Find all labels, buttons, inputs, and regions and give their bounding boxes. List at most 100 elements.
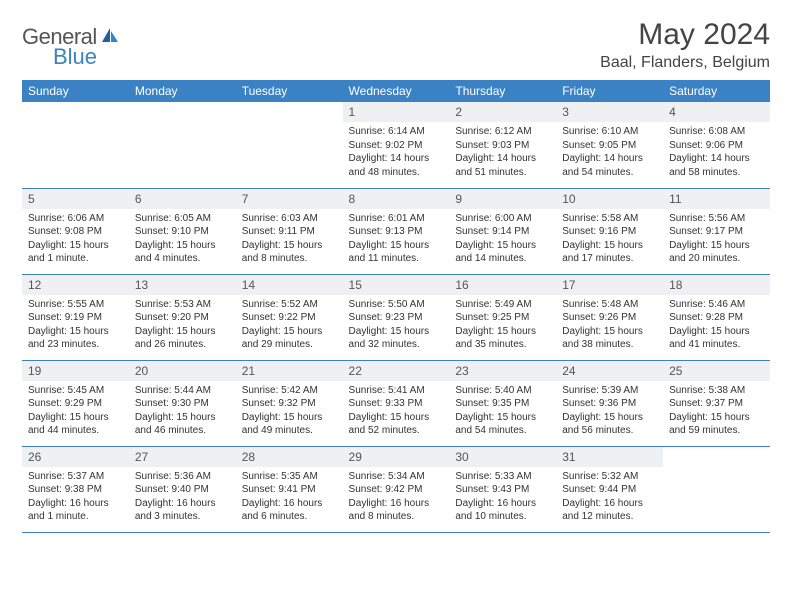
dow-tuesday: Tuesday (236, 80, 343, 102)
day-cell: 3Sunrise: 6:10 AMSunset: 9:05 PMDaylight… (556, 102, 663, 188)
day-number: 13 (129, 275, 236, 295)
day-number: 27 (129, 447, 236, 467)
day-number: 20 (129, 361, 236, 381)
sunrise-text: Sunrise: 6:12 AM (455, 125, 550, 139)
day-detail: Sunrise: 5:32 AMSunset: 9:44 PMDaylight:… (556, 467, 663, 530)
day-number: 14 (236, 275, 343, 295)
day-cell: 17Sunrise: 5:48 AMSunset: 9:26 PMDayligh… (556, 274, 663, 360)
day-number: 11 (663, 189, 770, 209)
day-detail: Sunrise: 6:03 AMSunset: 9:11 PMDaylight:… (236, 209, 343, 272)
sunrise-text: Sunrise: 5:34 AM (349, 470, 444, 484)
day-detail: Sunrise: 6:06 AMSunset: 9:08 PMDaylight:… (22, 209, 129, 272)
logo-text-2: Blue (53, 44, 97, 70)
daylight-text: Daylight: 15 hours and 29 minutes. (242, 325, 337, 352)
sunset-text: Sunset: 9:03 PM (455, 139, 550, 153)
sunset-text: Sunset: 9:28 PM (669, 311, 764, 325)
day-number: 17 (556, 275, 663, 295)
sunrise-text: Sunrise: 5:37 AM (28, 470, 123, 484)
calendar-week-row: 12Sunrise: 5:55 AMSunset: 9:19 PMDayligh… (22, 274, 770, 360)
sunset-text: Sunset: 9:13 PM (349, 225, 444, 239)
daylight-text: Daylight: 15 hours and 14 minutes. (455, 239, 550, 266)
daylight-text: Daylight: 15 hours and 11 minutes. (349, 239, 444, 266)
calendar-week-row: 5Sunrise: 6:06 AMSunset: 9:08 PMDaylight… (22, 188, 770, 274)
day-number: 23 (449, 361, 556, 381)
sunrise-text: Sunrise: 5:40 AM (455, 384, 550, 398)
daylight-text: Daylight: 15 hours and 1 minute. (28, 239, 123, 266)
daylight-text: Daylight: 14 hours and 48 minutes. (349, 152, 444, 179)
sunset-text: Sunset: 9:26 PM (562, 311, 657, 325)
calendar-body: 1Sunrise: 6:14 AMSunset: 9:02 PMDaylight… (22, 102, 770, 532)
day-cell: 22Sunrise: 5:41 AMSunset: 9:33 PMDayligh… (343, 360, 450, 446)
day-number: 28 (236, 447, 343, 467)
sunset-text: Sunset: 9:42 PM (349, 483, 444, 497)
sunrise-text: Sunrise: 6:10 AM (562, 125, 657, 139)
sunrise-text: Sunrise: 5:55 AM (28, 298, 123, 312)
day-number: 18 (663, 275, 770, 295)
sunrise-text: Sunrise: 6:05 AM (135, 212, 230, 226)
sunset-text: Sunset: 9:44 PM (562, 483, 657, 497)
day-detail: Sunrise: 5:55 AMSunset: 9:19 PMDaylight:… (22, 295, 129, 358)
day-number: 29 (343, 447, 450, 467)
daylight-text: Daylight: 15 hours and 20 minutes. (669, 239, 764, 266)
day-number: 21 (236, 361, 343, 381)
sunrise-text: Sunrise: 6:14 AM (349, 125, 444, 139)
sunrise-text: Sunrise: 5:50 AM (349, 298, 444, 312)
day-cell: 19Sunrise: 5:45 AMSunset: 9:29 PMDayligh… (22, 360, 129, 446)
sunset-text: Sunset: 9:06 PM (669, 139, 764, 153)
sunrise-text: Sunrise: 5:52 AM (242, 298, 337, 312)
day-cell: 24Sunrise: 5:39 AMSunset: 9:36 PMDayligh… (556, 360, 663, 446)
sunset-text: Sunset: 9:02 PM (349, 139, 444, 153)
sunset-text: Sunset: 9:11 PM (242, 225, 337, 239)
sunset-text: Sunset: 9:19 PM (28, 311, 123, 325)
day-detail: Sunrise: 6:01 AMSunset: 9:13 PMDaylight:… (343, 209, 450, 272)
day-cell: 2Sunrise: 6:12 AMSunset: 9:03 PMDaylight… (449, 102, 556, 188)
daylight-text: Daylight: 15 hours and 54 minutes. (455, 411, 550, 438)
day-cell: 6Sunrise: 6:05 AMSunset: 9:10 PMDaylight… (129, 188, 236, 274)
daylight-text: Daylight: 16 hours and 10 minutes. (455, 497, 550, 524)
daylight-text: Daylight: 14 hours and 58 minutes. (669, 152, 764, 179)
sunset-text: Sunset: 9:33 PM (349, 397, 444, 411)
sunrise-text: Sunrise: 5:33 AM (455, 470, 550, 484)
sunset-text: Sunset: 9:17 PM (669, 225, 764, 239)
day-detail: Sunrise: 6:10 AMSunset: 9:05 PMDaylight:… (556, 122, 663, 185)
sunset-text: Sunset: 9:36 PM (562, 397, 657, 411)
location: Baal, Flanders, Belgium (600, 54, 770, 72)
sunrise-text: Sunrise: 5:32 AM (562, 470, 657, 484)
sunset-text: Sunset: 9:32 PM (242, 397, 337, 411)
day-number: 16 (449, 275, 556, 295)
day-number: 3 (556, 102, 663, 122)
sunset-text: Sunset: 9:29 PM (28, 397, 123, 411)
day-detail: Sunrise: 5:39 AMSunset: 9:36 PMDaylight:… (556, 381, 663, 444)
daylight-text: Daylight: 15 hours and 35 minutes. (455, 325, 550, 352)
day-number: 31 (556, 447, 663, 467)
calendar-week-row: 19Sunrise: 5:45 AMSunset: 9:29 PMDayligh… (22, 360, 770, 446)
day-detail: Sunrise: 6:12 AMSunset: 9:03 PMDaylight:… (449, 122, 556, 185)
daylight-text: Daylight: 16 hours and 3 minutes. (135, 497, 230, 524)
sunrise-text: Sunrise: 5:53 AM (135, 298, 230, 312)
day-number: 9 (449, 189, 556, 209)
day-cell (663, 446, 770, 532)
sunrise-text: Sunrise: 5:36 AM (135, 470, 230, 484)
day-detail: Sunrise: 5:44 AMSunset: 9:30 PMDaylight:… (129, 381, 236, 444)
sunset-text: Sunset: 9:05 PM (562, 139, 657, 153)
day-cell: 1Sunrise: 6:14 AMSunset: 9:02 PMDaylight… (343, 102, 450, 188)
day-detail: Sunrise: 5:37 AMSunset: 9:38 PMDaylight:… (22, 467, 129, 530)
daylight-text: Daylight: 15 hours and 23 minutes. (28, 325, 123, 352)
month-title: May 2024 (600, 18, 770, 52)
daylight-text: Daylight: 16 hours and 1 minute. (28, 497, 123, 524)
day-detail: Sunrise: 6:08 AMSunset: 9:06 PMDaylight:… (663, 122, 770, 185)
dow-sunday: Sunday (22, 80, 129, 102)
day-number: 25 (663, 361, 770, 381)
daylight-text: Daylight: 15 hours and 56 minutes. (562, 411, 657, 438)
day-cell: 9Sunrise: 6:00 AMSunset: 9:14 PMDaylight… (449, 188, 556, 274)
day-cell: 23Sunrise: 5:40 AMSunset: 9:35 PMDayligh… (449, 360, 556, 446)
day-detail: Sunrise: 5:34 AMSunset: 9:42 PMDaylight:… (343, 467, 450, 530)
calendar-week-row: 1Sunrise: 6:14 AMSunset: 9:02 PMDaylight… (22, 102, 770, 188)
day-number: 7 (236, 189, 343, 209)
day-cell: 14Sunrise: 5:52 AMSunset: 9:22 PMDayligh… (236, 274, 343, 360)
sunset-text: Sunset: 9:30 PM (135, 397, 230, 411)
sunrise-text: Sunrise: 5:56 AM (669, 212, 764, 226)
day-cell: 8Sunrise: 6:01 AMSunset: 9:13 PMDaylight… (343, 188, 450, 274)
daylight-text: Daylight: 16 hours and 8 minutes. (349, 497, 444, 524)
day-detail: Sunrise: 5:56 AMSunset: 9:17 PMDaylight:… (663, 209, 770, 272)
